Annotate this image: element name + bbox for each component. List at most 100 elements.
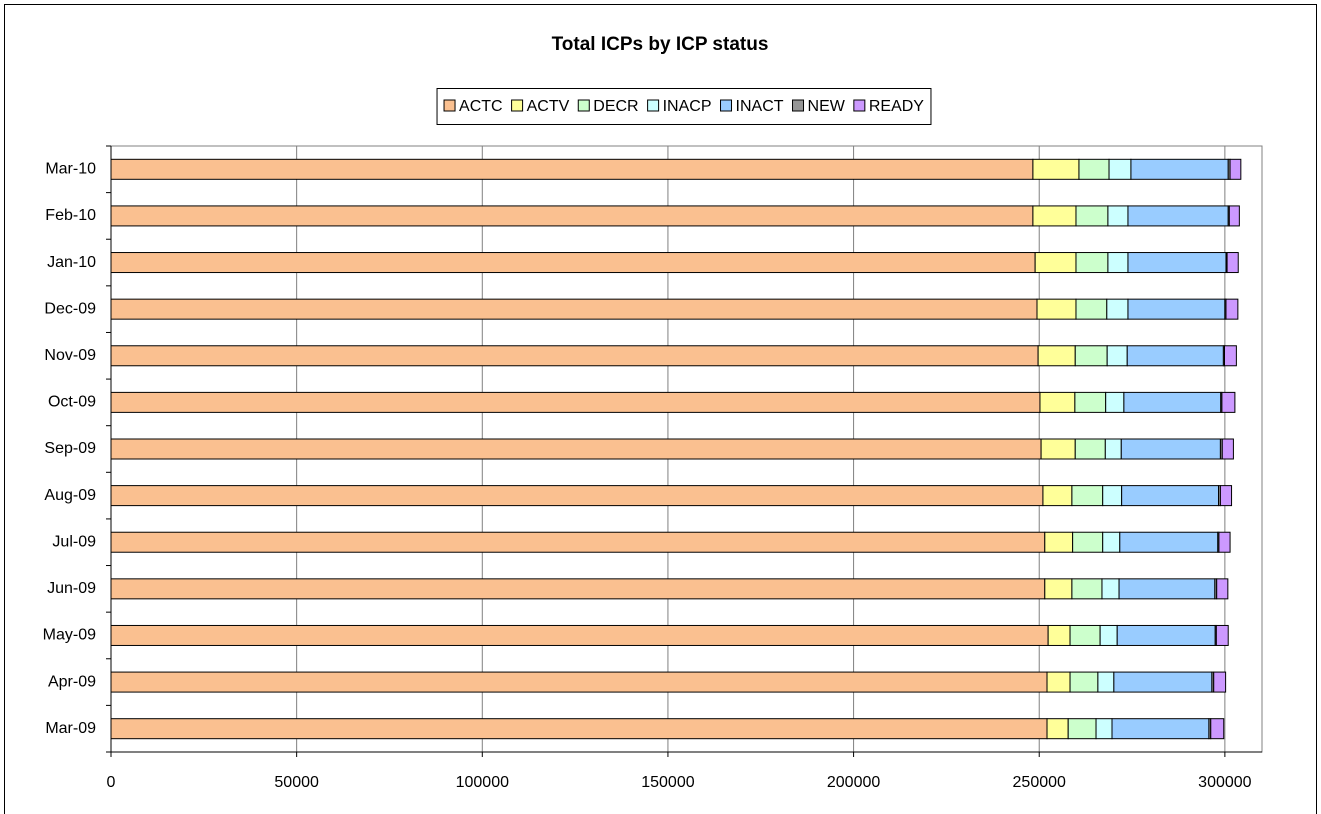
bar-segment bbox=[1047, 624, 1071, 646]
bar-segment bbox=[1105, 391, 1125, 413]
x-tick-label: 250000 bbox=[1013, 774, 1066, 791]
bar-segment bbox=[110, 391, 1041, 413]
bar-segment bbox=[1095, 718, 1113, 740]
legend-swatch bbox=[853, 99, 866, 112]
bar-segment bbox=[1102, 531, 1121, 553]
bar-segment bbox=[1108, 158, 1132, 180]
legend-swatch bbox=[443, 99, 456, 112]
bar-segment bbox=[1071, 578, 1103, 600]
x-tick-label: 0 bbox=[107, 774, 116, 791]
bar-segment bbox=[1036, 298, 1077, 320]
bar-segment bbox=[1113, 671, 1213, 693]
y-tick-label: Mar-09 bbox=[45, 720, 96, 737]
bar-segment bbox=[110, 671, 1048, 693]
bar-segment bbox=[1072, 531, 1104, 553]
bar-segment bbox=[1069, 624, 1101, 646]
bar-segment bbox=[1221, 391, 1236, 413]
bar-segment bbox=[110, 345, 1039, 367]
legend-label: ACTC bbox=[459, 98, 503, 115]
bar-segment bbox=[1229, 158, 1242, 180]
bar-segment bbox=[1226, 252, 1239, 274]
bar-segment bbox=[1046, 671, 1071, 693]
bar-segment bbox=[1130, 158, 1229, 180]
legend-label: INACP bbox=[663, 98, 712, 115]
bar-segment bbox=[1104, 438, 1122, 460]
bar-segment bbox=[1067, 718, 1097, 740]
bar-segment bbox=[1121, 485, 1220, 507]
bar-segment bbox=[1102, 485, 1123, 507]
legend-swatch bbox=[577, 99, 590, 112]
bar-segment bbox=[1075, 205, 1109, 227]
bar-segment bbox=[110, 438, 1042, 460]
bar-segment bbox=[1071, 485, 1104, 507]
bar-segment bbox=[1075, 252, 1109, 274]
bar-segment bbox=[1228, 205, 1240, 227]
bar-segment bbox=[1034, 252, 1077, 274]
bar-segment bbox=[1216, 578, 1229, 600]
x-tick-label: 200000 bbox=[827, 774, 880, 791]
bar-segment bbox=[1039, 391, 1076, 413]
bar-segment bbox=[110, 624, 1049, 646]
bar-segment bbox=[1040, 438, 1076, 460]
bar-segment bbox=[1213, 671, 1227, 693]
y-tick-label: Oct-09 bbox=[48, 394, 96, 411]
bar-segment bbox=[1123, 391, 1222, 413]
bar-segment bbox=[1078, 158, 1110, 180]
y-tick-label: Dec-09 bbox=[44, 300, 96, 317]
bar-segment bbox=[110, 578, 1046, 600]
y-tick-label: Jun-09 bbox=[47, 580, 96, 597]
bar-segment bbox=[110, 485, 1044, 507]
bar-segment bbox=[1107, 252, 1129, 274]
y-tick-label: Sep-09 bbox=[44, 440, 96, 457]
bar-segment bbox=[1074, 345, 1108, 367]
bar-segment bbox=[1075, 298, 1108, 320]
x-tick-label: 150000 bbox=[641, 774, 694, 791]
bar-segment bbox=[1037, 345, 1076, 367]
bar-segment bbox=[1225, 298, 1239, 320]
legend-label: INACT bbox=[736, 98, 784, 115]
legend-label: DECR bbox=[593, 98, 638, 115]
bar-segment bbox=[1074, 391, 1107, 413]
bar-segment bbox=[1127, 298, 1226, 320]
bar-segment bbox=[1111, 718, 1210, 740]
bar-segment bbox=[1126, 345, 1224, 367]
legend-swatch bbox=[792, 99, 805, 112]
y-tick-label: Nov-09 bbox=[44, 347, 96, 364]
bar-segment bbox=[1119, 531, 1219, 553]
bar-segment bbox=[1106, 298, 1129, 320]
bar-segment bbox=[110, 252, 1036, 274]
bar-segment bbox=[1099, 624, 1118, 646]
x-tick-label: 50000 bbox=[274, 774, 319, 791]
bar-segment bbox=[110, 718, 1048, 740]
legend-label: READY bbox=[869, 98, 924, 115]
bar-segment bbox=[1032, 205, 1077, 227]
bar-segment bbox=[1097, 671, 1115, 693]
bar-segment bbox=[1127, 252, 1227, 274]
bar-segment bbox=[110, 158, 1034, 180]
bar-segment bbox=[1120, 438, 1221, 460]
y-tick-label: Apr-09 bbox=[48, 673, 96, 690]
bar-segment bbox=[1127, 205, 1229, 227]
legend-swatch bbox=[511, 99, 524, 112]
y-tick-label: Jul-09 bbox=[52, 533, 96, 550]
bar-segment bbox=[1221, 438, 1234, 460]
y-tick-label: May-09 bbox=[43, 627, 96, 644]
legend-swatch bbox=[647, 99, 660, 112]
bar-segment bbox=[1223, 345, 1237, 367]
bar-segment bbox=[1107, 205, 1129, 227]
bar-segment bbox=[1116, 624, 1216, 646]
legend-label: NEW bbox=[808, 98, 846, 115]
y-tick-label: Mar-10 bbox=[45, 161, 96, 178]
bar-segment bbox=[1046, 718, 1069, 740]
bar-segment bbox=[1044, 531, 1074, 553]
bar-segment bbox=[1042, 485, 1073, 507]
x-tick-label: 300000 bbox=[1198, 774, 1251, 791]
legend-label: ACTV bbox=[527, 98, 570, 115]
bar-segment bbox=[110, 205, 1034, 227]
chart-title: Total ICPs by ICP status bbox=[552, 34, 769, 55]
bar-segment bbox=[1219, 485, 1233, 507]
bar-segment bbox=[1215, 624, 1229, 646]
bar-segment bbox=[1069, 671, 1099, 693]
bar-segment bbox=[1106, 345, 1128, 367]
